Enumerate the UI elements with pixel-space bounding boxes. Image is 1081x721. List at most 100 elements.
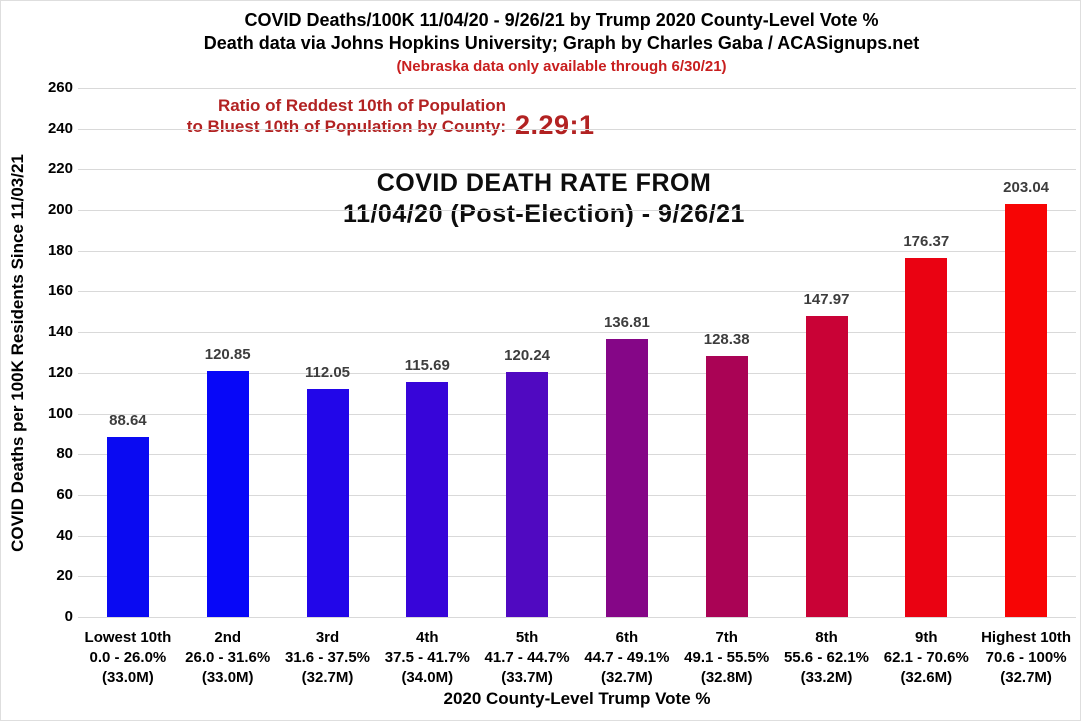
x-tick-label-9: 9th 62.1 - 70.6% (32.6M) (876, 628, 976, 688)
x-axis-title: 2020 County-Level Trump Vote % (443, 689, 711, 708)
x-tick-label-7-line3: (32.8M) (700, 669, 753, 686)
bar-value-label-3: 112.05 (304, 364, 351, 382)
gridline-y-100 (78, 413, 1076, 415)
x-tick-label-4: 4th 37.5 - 41.7% (34.0M) (377, 628, 477, 688)
bar-value-label-10: 203.04 (1003, 178, 1050, 196)
y-tick-label-140: 140 (47, 323, 73, 341)
x-tick-label-10-line3: (32.7M) (1000, 669, 1052, 686)
bar-9 (905, 258, 948, 617)
x-tick-label-8-line2: 55.6 - 62.1% (783, 649, 870, 666)
bar-value-label-2: 120.85 (204, 346, 251, 364)
x-tick-label-1-line2: 0.0 - 26.0% (89, 649, 167, 666)
gridline-y-120 (78, 372, 1076, 374)
bar-value-label-1: 88.64 (109, 411, 147, 429)
gridline-y-60 (78, 494, 1076, 496)
x-tick-label-5: 5th 41.7 - 44.7% (33.7M) (477, 628, 577, 688)
x-tick-label-5-line2: 41.7 - 44.7% (484, 649, 570, 666)
header-title-line2: Death data via Johns Hopkins University;… (203, 33, 920, 53)
gridline-y-140 (78, 332, 1076, 334)
x-tick-label-5-line3: (33.7M) (501, 669, 553, 686)
x-tick-label-9-line1: 9th (915, 629, 938, 646)
gridline-y-20 (78, 576, 1076, 578)
y-tick-label-240: 240 (47, 119, 73, 137)
x-tick-label-8-line3: (33.2M) (800, 669, 853, 686)
y-tick-label-60: 60 (56, 485, 73, 503)
x-tick-label-6-line2: 44.7 - 49.1% (584, 649, 670, 666)
x-tick-label-10-line2: 70.6 - 100% (985, 649, 1067, 666)
x-tick-label-2-line3: (33.0M) (201, 669, 254, 686)
bar-4 (406, 381, 449, 617)
y-tick-label-220: 220 (47, 160, 73, 178)
y-tick-label-80: 80 (56, 445, 73, 463)
bar-8 (805, 315, 848, 617)
bar-10 (1005, 203, 1048, 617)
gridline-y-220 (78, 169, 1076, 171)
ratio-value: 2.29:1 (515, 110, 595, 140)
y-tick-label-200: 200 (47, 201, 73, 219)
plot-title-line2: 11/04/20 (Post-Election) - 9/26/21 (343, 200, 745, 228)
x-tick-label-7-line2: 49.1 - 55.5% (684, 649, 770, 666)
gridline-y-240 (78, 128, 1076, 130)
bar-2 (206, 371, 249, 617)
plot-title: COVID DEATH RATE FROM 11/04/20 (Post-Ele… (244, 168, 844, 230)
header-title-line1: COVID Deaths/100K 11/04/20 - 9/26/21 by … (244, 10, 879, 30)
ratio-annotation-text: Ratio of Reddest 10th of Population to B… (96, 95, 506, 137)
gridline-y-0 (78, 617, 1076, 618)
y-tick-label-100: 100 (47, 404, 73, 422)
bar-1 (106, 436, 149, 617)
x-tick-label-6-line3: (32.7M) (601, 669, 653, 686)
x-tick-label-9-line2: 62.1 - 70.6% (883, 649, 969, 666)
x-tick-label-1-line1: Lowest 10th (84, 629, 172, 646)
bar-6 (605, 338, 648, 617)
x-tick-label-2: 2nd 26.0 - 31.6% (33.0M) (178, 628, 278, 688)
y-tick-label-260: 260 (47, 79, 73, 96)
x-tick-label-1-line3: (33.0M) (102, 669, 154, 686)
x-tick-label-8-line1: 8th (815, 629, 838, 646)
x-tick-label-8: 8th 55.6 - 62.1% (33.2M) (777, 628, 877, 688)
x-tick-label-5-line1: 5th (515, 629, 539, 646)
y-tick-label-120: 120 (47, 363, 73, 381)
x-tick-label-2-line2: 26.0 - 31.6% (185, 649, 271, 666)
x-tick-label-2-line1: 2nd (214, 629, 242, 646)
gridline-y-40 (78, 535, 1076, 537)
bar-5 (506, 372, 549, 617)
gridline-y-160 (78, 291, 1076, 293)
x-tick-label-6: 6th 44.7 - 49.1% (32.7M) (577, 628, 677, 688)
bar-value-label-7: 128.38 (703, 330, 750, 348)
y-tick-label-180: 180 (47, 241, 73, 259)
x-tick-label-9-line3: (32.6M) (900, 669, 953, 686)
x-tick-label-10-line1: Highest 10th (981, 629, 1072, 646)
x-tick-label-3-line2: 31.6 - 37.5% (284, 649, 371, 666)
y-tick-label-40: 40 (56, 526, 73, 544)
bar-7 (705, 355, 748, 617)
plot-title-line1: COVID DEATH RATE FROM (376, 169, 712, 197)
x-tick-label-3-line1: 3rd (315, 629, 340, 646)
x-tick-label-7-line1: 7th (715, 629, 738, 646)
x-tick-label-4-line1: 4th (416, 629, 439, 646)
x-tick-label-4-line2: 37.5 - 41.7% (384, 649, 470, 666)
x-tick-label-3-line3: (32.7M) (301, 669, 354, 686)
gridline-y-80 (78, 454, 1076, 456)
x-tick-label-4-line3: (34.0M) (401, 669, 454, 686)
y-tick-label-0: 0 (64, 608, 73, 625)
gridline-y-260 (78, 88, 1076, 89)
bar-value-label-6: 136.81 (603, 313, 650, 331)
x-tick-label-7: 7th 49.1 - 55.5% (32.8M) (677, 628, 777, 688)
header-nebraska-note: (Nebraska data only available through 6/… (396, 58, 727, 75)
bar-3 (306, 389, 349, 617)
x-tick-label-3: 3rd 31.6 - 37.5% (32.7M) (278, 628, 378, 688)
y-tick-label-160: 160 (47, 282, 73, 300)
ratio-annotation: Ratio of Reddest 10th of Population to B… (96, 95, 595, 140)
x-tick-label-6-line1: 6th (615, 629, 639, 646)
y-tick-label-20: 20 (56, 567, 73, 585)
gridline-y-200 (78, 210, 1076, 212)
x-tick-label-10: Highest 10th 70.6 - 100% (32.7M) (976, 628, 1076, 688)
ratio-line2: to Bluest 10th of Population by County: (186, 117, 506, 136)
bar-value-label-9: 176.37 (903, 233, 950, 251)
x-tick-label-1: Lowest 10th 0.0 - 26.0% (33.0M) (78, 628, 178, 688)
bar-value-label-8: 147.97 (803, 290, 850, 308)
bar-value-label-4: 115.69 (404, 356, 450, 374)
gridline-y-180 (78, 250, 1076, 252)
ratio-line1: Ratio of Reddest 10th of Population (217, 96, 506, 115)
